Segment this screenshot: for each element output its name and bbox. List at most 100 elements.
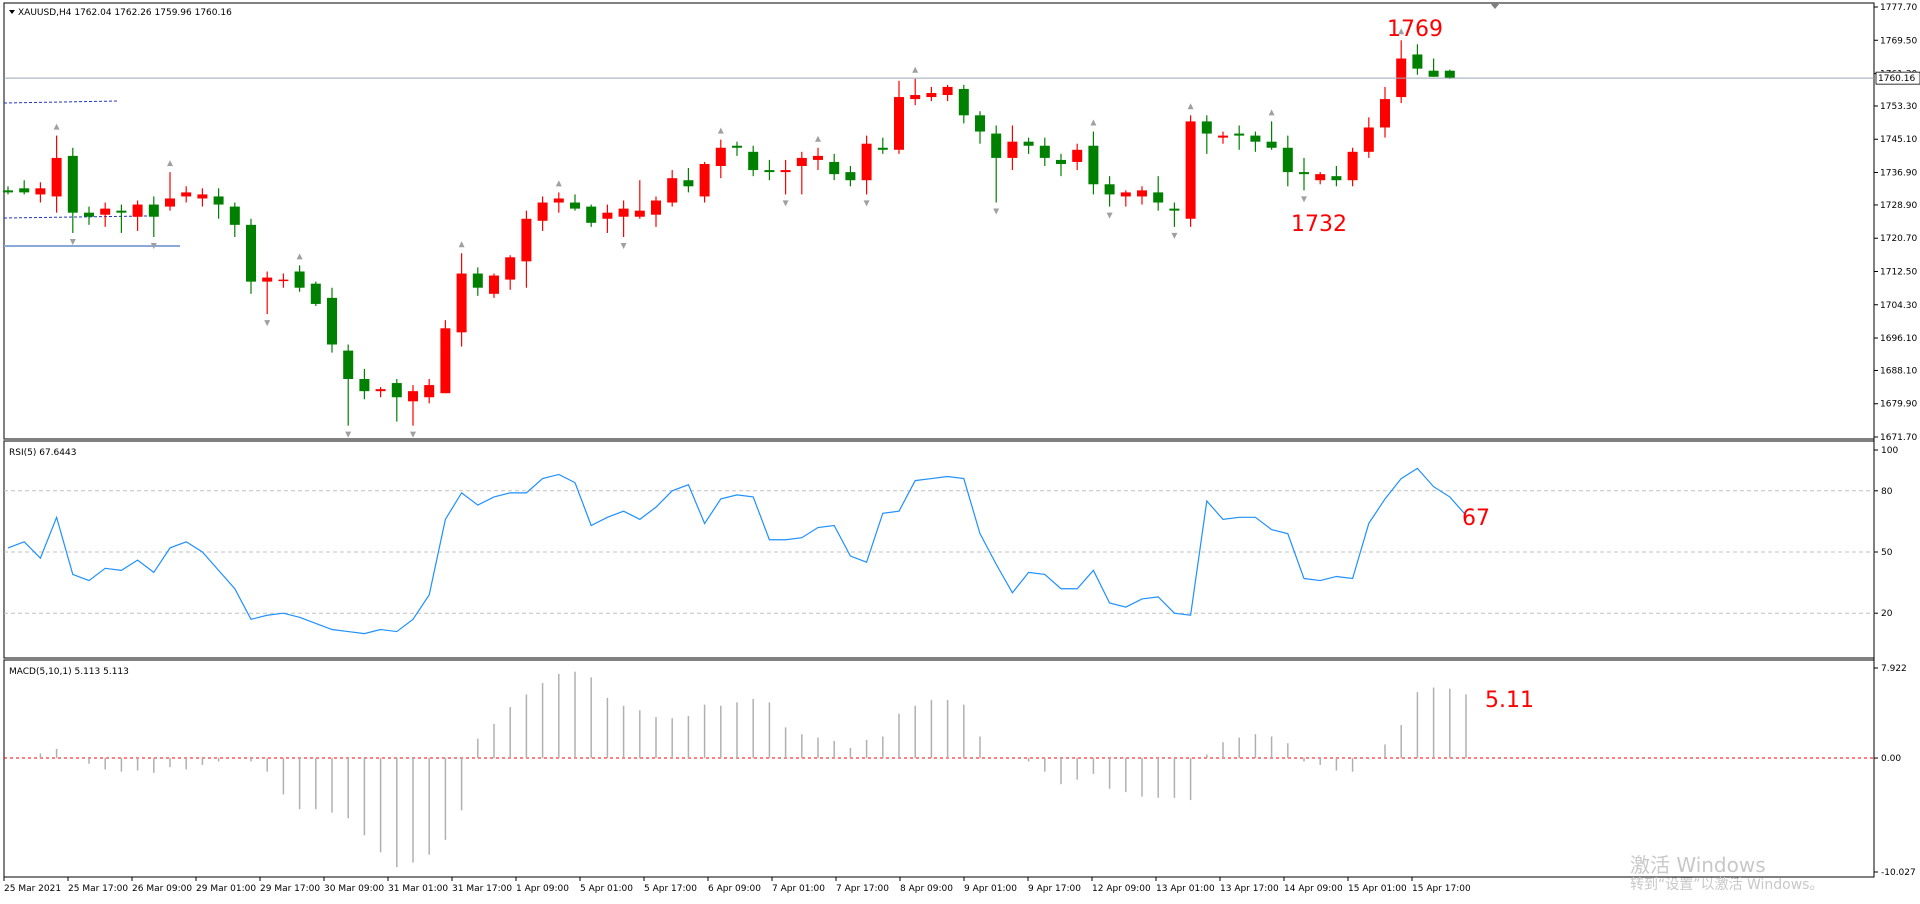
- candle: [1088, 131, 1099, 195]
- fractal-up-arrow-icon: [555, 180, 562, 187]
- candle: [1250, 131, 1261, 152]
- time-tick-label: 26 Mar 09:00: [132, 884, 192, 894]
- fractal-up-arrow-icon: [1090, 119, 1097, 126]
- candle-body: [1315, 174, 1326, 181]
- candle-body: [408, 391, 418, 402]
- candle-body: [942, 86, 953, 96]
- candle-body: [424, 385, 435, 398]
- candle-body: [35, 188, 46, 195]
- candle-body: [748, 151, 759, 171]
- time-tick-label: 1 Apr 09:00: [516, 884, 569, 894]
- candle-body: [359, 378, 370, 392]
- candle: [829, 153, 840, 181]
- candle: [634, 180, 645, 219]
- candle: [861, 135, 872, 195]
- candle-body: [521, 218, 532, 262]
- candle-body: [1088, 145, 1099, 185]
- candle: [570, 194, 580, 211]
- candle: [116, 204, 127, 233]
- candle: [391, 378, 402, 422]
- candle-body: [213, 196, 224, 205]
- candle-body: [732, 145, 742, 148]
- price-tick-label: 1777.70: [1880, 3, 1917, 13]
- candle: [35, 182, 46, 203]
- candle-body: [1023, 141, 1034, 146]
- candle: [84, 206, 94, 225]
- candle: [1023, 137, 1034, 154]
- candle-body: [991, 133, 1002, 158]
- time-tick-label: 13 Apr 17:00: [1220, 884, 1279, 894]
- candle: [1380, 86, 1390, 138]
- candle-body: [310, 283, 321, 304]
- candle: [327, 287, 337, 353]
- rsi-tick-label: 50: [1881, 548, 1893, 558]
- candle-body: [634, 210, 645, 217]
- time-tick-label: 30 Mar 09:00: [324, 884, 384, 894]
- price-tick-label: 1704.30: [1880, 301, 1917, 311]
- candle-body: [1444, 70, 1455, 79]
- candle: [359, 368, 370, 400]
- candle: [3, 186, 13, 195]
- time-tick-label: 7 Apr 17:00: [836, 884, 889, 894]
- time-tick-label: 9 Apr 01:00: [964, 884, 1017, 894]
- candle-body: [116, 210, 127, 213]
- candle-body: [1299, 172, 1309, 175]
- price-tick-label: 1728.90: [1880, 201, 1917, 211]
- candle-body: [813, 155, 823, 160]
- candle: [408, 385, 418, 426]
- candle: [424, 378, 435, 404]
- fractal-down-arrow-icon: [345, 431, 352, 438]
- fractal-up-arrow-icon: [815, 135, 821, 142]
- candle: [958, 84, 969, 124]
- candle: [651, 196, 661, 227]
- candle-body: [910, 95, 921, 100]
- symbol-dropdown-icon[interactable]: [9, 10, 15, 14]
- macd-header: MACD(5,10,1) 5.113 5.113: [9, 667, 129, 677]
- candle-body: [391, 383, 402, 398]
- windows-activation-watermark-subtitle: 转到“设置”以激活 Windows。: [1630, 877, 1824, 893]
- candle-body: [958, 88, 969, 116]
- annotation-low-1732: 1732: [1291, 212, 1347, 237]
- candle: [699, 161, 710, 203]
- candle: [132, 200, 143, 231]
- candle: [1104, 176, 1115, 207]
- candle-body: [926, 93, 937, 98]
- candle-body: [1250, 135, 1261, 142]
- rsi-tick-label: 80: [1881, 487, 1893, 497]
- candle: [877, 137, 888, 154]
- fractal-up-arrow-icon: [912, 66, 919, 73]
- candle-body: [894, 97, 904, 150]
- candle: [310, 281, 321, 306]
- candle-body: [553, 198, 564, 203]
- fractal-down-arrow-icon: [264, 320, 271, 327]
- time-tick-label: 31 Mar 01:00: [388, 884, 448, 894]
- candle-body: [537, 202, 548, 221]
- blue-dotted-level-lower: [3, 215, 149, 219]
- candle-body: [1347, 151, 1358, 181]
- candle: [1266, 121, 1277, 150]
- fractal-down-arrow-icon: [150, 243, 157, 250]
- time-tick-label: 5 Apr 17:00: [644, 884, 697, 894]
- candle-body: [67, 155, 78, 213]
- candle: [1299, 157, 1309, 191]
- candle-body: [3, 190, 13, 193]
- candle: [278, 273, 289, 288]
- chart-shift-marker[interactable]: [1490, 3, 1500, 9]
- candle-body: [683, 180, 694, 187]
- candle-body: [1120, 192, 1131, 197]
- price-tick-label: 1671.70: [1880, 433, 1917, 443]
- candle: [1282, 135, 1293, 187]
- price-tick-label: 1712.50: [1880, 267, 1917, 277]
- time-tick-label: 13 Apr 01:00: [1156, 884, 1215, 894]
- candle: [975, 111, 985, 144]
- candle-body: [1185, 121, 1196, 219]
- fractal-down-arrow-icon: [620, 243, 627, 250]
- candle: [991, 125, 1002, 203]
- candle: [1056, 153, 1066, 177]
- candle-body: [19, 188, 30, 193]
- rsi-tick-label: 100: [1881, 446, 1898, 456]
- annotation-macd-5-11: 5.11: [1485, 688, 1534, 713]
- candle-body: [100, 208, 111, 215]
